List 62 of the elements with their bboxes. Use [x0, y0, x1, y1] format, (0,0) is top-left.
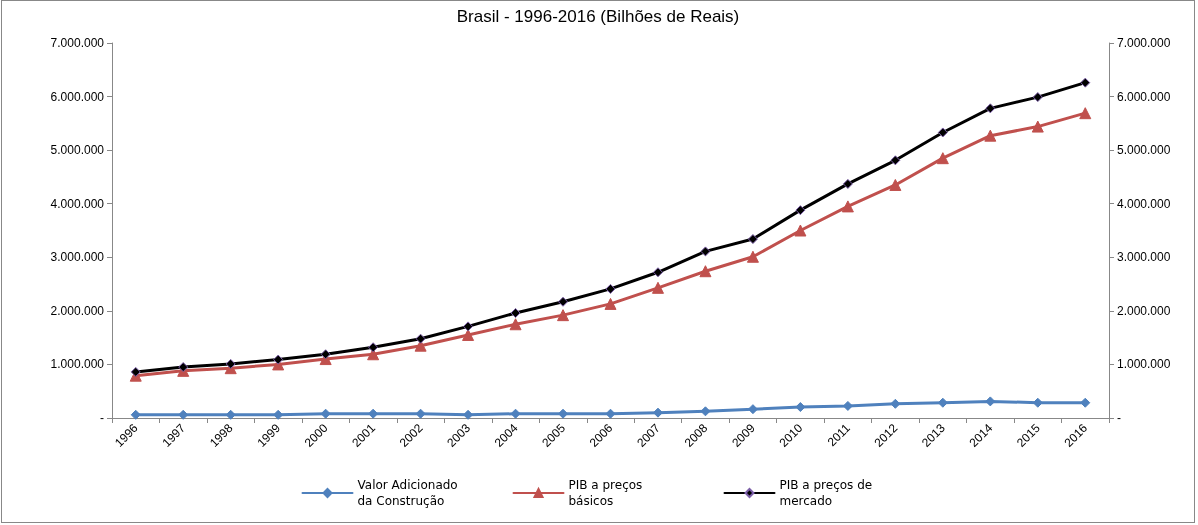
legend-label: PIB a preços de mercado — [779, 478, 876, 508]
point — [320, 408, 331, 419]
point — [510, 408, 521, 419]
y-tick-label: 6.000.000 — [50, 89, 105, 104]
y-tick-label: 3.000.000 — [50, 250, 105, 265]
y-tick-label: 1.000.000 — [50, 357, 105, 372]
point — [1080, 77, 1091, 88]
y2-tick-label: 2.000.000 — [1117, 303, 1171, 318]
point — [1031, 120, 1044, 133]
chart-title: Brasil - 1996-2016 (Bilhões de Reais) — [456, 7, 740, 26]
legend-label: PIB a preços básicos — [568, 478, 647, 508]
point — [415, 408, 426, 419]
point — [700, 406, 711, 417]
y-tick-label: 2.000.000 — [50, 303, 105, 318]
y2-tick-label: 6.000.000 — [1117, 89, 1171, 104]
point — [1032, 92, 1043, 103]
y2-tick-label: 3.000.000 — [1117, 250, 1171, 265]
point — [320, 349, 331, 360]
point — [937, 127, 948, 138]
point — [985, 396, 996, 407]
point — [889, 178, 902, 191]
y2-tick-label: 5.000.000 — [1117, 143, 1171, 158]
y2-tick-label: 7.000.000 — [1117, 36, 1171, 50]
point — [368, 342, 379, 353]
y2-tick-label: 4.000.000 — [1117, 196, 1171, 211]
legend-label: Valor Adicionado da Construção — [357, 478, 462, 508]
point — [130, 409, 141, 420]
y-tick-label: 5.000.000 — [50, 143, 105, 158]
point — [510, 308, 521, 318]
point — [984, 129, 997, 142]
point — [700, 246, 711, 257]
point — [699, 265, 712, 278]
point — [890, 155, 901, 166]
point — [415, 333, 426, 344]
point — [794, 224, 807, 237]
point — [557, 309, 570, 322]
y2-tick-label: 1.000.000 — [1117, 357, 1171, 372]
point — [605, 408, 616, 419]
point — [795, 205, 806, 216]
point — [463, 321, 474, 332]
point — [225, 358, 236, 369]
point — [509, 318, 522, 331]
y-tick-label: - — [100, 411, 104, 425]
point — [841, 200, 854, 213]
point — [558, 296, 569, 307]
point — [747, 234, 758, 245]
point — [746, 250, 759, 263]
point — [130, 366, 141, 377]
point — [842, 178, 853, 189]
point — [652, 267, 663, 278]
y-tick-label: 4.000.000 — [50, 196, 105, 211]
point — [985, 103, 996, 114]
point — [273, 354, 284, 365]
point — [936, 152, 949, 165]
y-tick-label: 7.000.000 — [50, 36, 105, 50]
point — [605, 283, 616, 294]
point — [1079, 107, 1092, 120]
point — [178, 362, 189, 373]
point — [1080, 397, 1091, 408]
point — [651, 281, 664, 294]
y2-tick-label: - — [1117, 411, 1121, 425]
point — [604, 297, 617, 310]
